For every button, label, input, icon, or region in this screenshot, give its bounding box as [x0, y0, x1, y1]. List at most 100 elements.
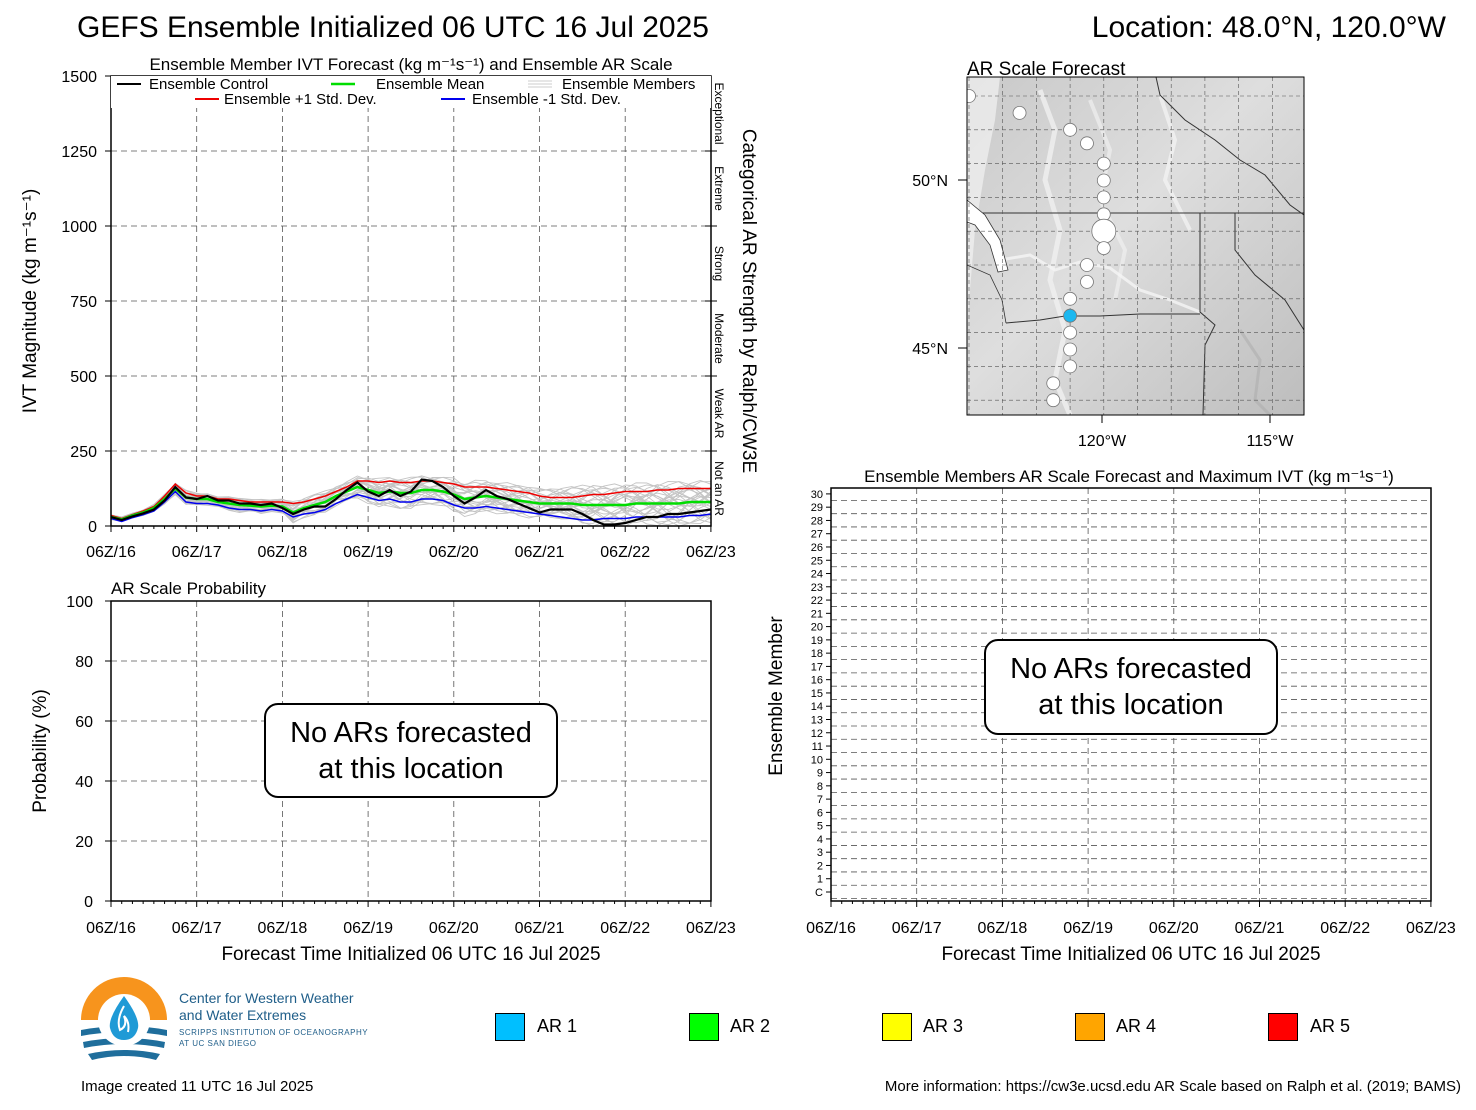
probability-y-tick-label: 80 [75, 654, 93, 671]
ar1-label: AR 1 [537, 1016, 578, 1036]
ivt-right-axis-label: Categorical AR Strength by Ralph/CW3E [738, 129, 759, 473]
map-marker [1046, 393, 1061, 408]
ivt-x-tick-label: 06Z/20 [429, 544, 479, 561]
members-y-tick-label: 1 [817, 874, 823, 886]
probability-panel: AR Scale Probability Probability (%) For… [30, 579, 736, 965]
members-y-tick-label: 25 [811, 555, 823, 567]
map-marker [1096, 156, 1111, 171]
probability-panel-title: AR Scale Probability [111, 579, 266, 598]
ivt-x-tick-label: 06Z/17 [172, 544, 222, 561]
ivt-y-tick-label: 1250 [61, 144, 97, 161]
ivt-y-tick-label: 1500 [61, 69, 97, 86]
ivt-y-tick-label: 500 [70, 369, 97, 386]
probability-x-axis-label: Forecast Time Initialized 06 UTC 16 Jul … [221, 944, 600, 965]
probability-x-tick-label: 06Z/17 [172, 920, 222, 937]
ar2-label: AR 2 [730, 1016, 771, 1036]
members-y-tick-label: 5 [817, 821, 823, 833]
members-y-tick-label: 11 [812, 741, 823, 753]
members-y-tick-label: 16 [811, 675, 823, 687]
map-marker [1046, 376, 1061, 391]
members-y-tick-label: 10 [811, 754, 823, 766]
probability-y-tick-label: 100 [66, 594, 93, 611]
members-y-tick-label: 13 [811, 714, 823, 726]
members-x-tick-label: 06Z/22 [1320, 920, 1370, 937]
members-y-tick-label: C [815, 887, 823, 899]
members-y-tick-label: 18 [811, 648, 823, 660]
logo-line-1: Center for Western Weather [179, 990, 354, 1006]
members-y-ticks: C123456789101112131415161718192021222324… [811, 489, 831, 899]
ivt-y-tick-label: 0 [88, 519, 97, 536]
category-label: Not an AR [712, 461, 726, 516]
members-message-line-1: No ARs forecasted [1010, 653, 1252, 685]
ivt-x-tick-label: 06Z/19 [343, 544, 393, 561]
probability-x-tick-label: 06Z/21 [515, 920, 565, 937]
map-marker [1080, 258, 1094, 272]
probability-y-ticks: 0 20 40 60 80 100 [66, 594, 111, 911]
map-marker [967, 89, 976, 103]
ivt-series [111, 478, 711, 526]
members-y-tick-label: 19 [811, 635, 823, 647]
probability-x-ticks: 06Z/16 06Z/17 06Z/18 06Z/19 06Z/20 06Z/21 06Z/… [86, 901, 736, 937]
ar3-swatch [882, 1013, 912, 1041]
ivt-y-tick-label: 250 [70, 444, 97, 461]
probability-y-tick-label: 20 [75, 834, 93, 851]
members-y-tick-label: 17 [811, 661, 823, 673]
ar4-swatch [1075, 1013, 1105, 1041]
ivt-line-ensemble-mean [111, 485, 711, 521]
footer-info: More information: https://cw3e.ucsd.edu … [884, 1078, 1461, 1095]
map-markers [967, 89, 1117, 408]
probability-y-tick-label: 40 [75, 774, 93, 791]
map-marker [1063, 291, 1077, 306]
map-marker [1096, 173, 1111, 188]
probability-message-line-2: at this location [318, 752, 504, 785]
probability-x-tick-label: 06Z/16 [86, 920, 136, 937]
members-y-tick-label: 15 [811, 688, 823, 700]
category-label: Weak AR [712, 389, 726, 439]
probability-x-tick-label: 06Z/19 [343, 920, 393, 937]
members-y-tick-label: 7 [817, 794, 823, 806]
members-y-tick-label: 2 [817, 860, 823, 872]
probability-y-tick-label: 0 [84, 894, 93, 911]
map-panel: AR Scale Forecast 50°N 45°N 120°W 115°W [912, 59, 1305, 450]
members-x-tick-label: 06Z/17 [892, 920, 942, 937]
members-no-ar-message: No ARs forecasted at this location [984, 639, 1278, 735]
map-marker-ar1 [1063, 308, 1077, 323]
probability-y-tick-label: 60 [75, 714, 93, 731]
members-y-tick-label: 26 [811, 542, 823, 554]
legend-plus-label: Ensemble +1 Std. Dev. [224, 91, 377, 108]
ivt-category-bar: Exceptional Extreme Strong Moderate Weak AR N… [705, 82, 726, 516]
members-y-tick-label: 21 [811, 608, 823, 620]
map-marker [1096, 190, 1111, 205]
ivt-legend: Ensemble Control Ensemble Mean Ensemble … [111, 76, 711, 108]
map-marker [1096, 241, 1111, 256]
ivt-member-lines [111, 475, 711, 526]
members-message-line-2: at this location [1038, 689, 1224, 721]
map-title: AR Scale Forecast [967, 59, 1126, 80]
ivt-x-tick-label: 06Z/18 [257, 544, 307, 561]
ivt-x-tick-label: 06Z/23 [686, 544, 736, 561]
map-lon-label-120: 120°W [1078, 433, 1127, 450]
members-y-tick-label: 28 [811, 515, 823, 527]
members-y-tick-label: 4 [817, 834, 823, 846]
members-x-tick-label: 06Z/18 [977, 920, 1027, 937]
members-panel-title: Ensemble Members AR Scale Forecast and M… [864, 467, 1394, 486]
ar1-swatch [495, 1013, 525, 1041]
ar5-label: AR 5 [1310, 1016, 1351, 1036]
map-lat-label-45: 45°N [912, 341, 948, 358]
members-x-tick-label: 06Z/19 [1063, 920, 1113, 937]
legend-members-label: Ensemble Members [562, 76, 695, 93]
members-x-tick-label: 06Z/21 [1235, 920, 1285, 937]
members-x-tick-label: 06Z/23 [1406, 920, 1456, 937]
category-label: Extreme [712, 166, 726, 211]
map-lat-label-50: 50°N [912, 173, 948, 190]
category-label: Moderate [712, 313, 726, 364]
ivt-x-tick-label: 06Z/21 [515, 544, 565, 561]
probability-message-line-1: No ARs forecasted [290, 716, 532, 749]
ivt-y-tick-label: 1000 [61, 219, 97, 236]
members-y-tick-label: 23 [811, 582, 823, 594]
members-y-axis-label: Ensemble Member [766, 616, 787, 776]
legend-mean-label: Ensemble Mean [376, 76, 484, 93]
probability-y-axis-label: Probability (%) [30, 689, 51, 813]
location-label: Location: 48.0°N, 120.0°W [1091, 11, 1446, 44]
